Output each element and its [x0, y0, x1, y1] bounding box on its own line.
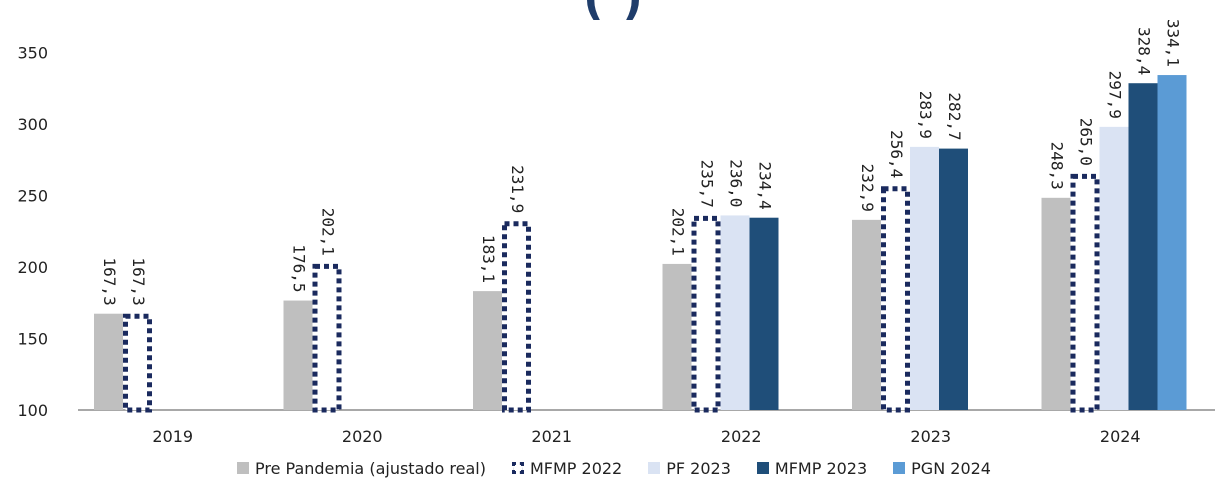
data-label: 202,1: [319, 208, 338, 256]
bar: [502, 221, 531, 413]
y-tick-label: 100: [17, 401, 48, 420]
bar: [881, 186, 910, 413]
bar: [1128, 83, 1158, 410]
bar: [1041, 197, 1071, 410]
bar: [94, 313, 123, 410]
data-label: 334,1: [1164, 19, 1183, 67]
data-label: 283,9: [916, 91, 935, 139]
data-label: 328,4: [1135, 27, 1154, 75]
data-label: 235,7: [698, 160, 717, 208]
x-tick-label: 2021: [531, 427, 572, 446]
x-tick-label: 2022: [721, 427, 762, 446]
data-label: 248,3: [1048, 142, 1067, 190]
data-label: 282,7: [945, 92, 964, 140]
data-label: 236,0: [727, 159, 746, 207]
bar: [910, 146, 939, 411]
data-label: 234,4: [756, 162, 775, 210]
legend-item: MFMP 2022: [511, 458, 623, 478]
bar: [939, 148, 968, 411]
legend-swatch: [893, 462, 906, 474]
y-tick-label: 350: [17, 43, 48, 62]
data-label: 167,3: [129, 258, 148, 306]
bar: [1070, 173, 1100, 413]
data-label: 183,1: [479, 235, 498, 283]
legend-swatch: [648, 462, 661, 474]
bar: [473, 291, 502, 410]
x-tick-label: 2020: [342, 427, 383, 446]
legend-item: MFMP 2023: [756, 458, 868, 478]
data-label: 176,5: [290, 244, 309, 292]
data-label: 297,9: [1106, 71, 1125, 119]
legend-swatch: [237, 462, 249, 474]
y-tick-label: 300: [17, 115, 48, 134]
bar: [852, 219, 881, 410]
y-tick-label: 150: [17, 329, 48, 348]
legend-swatch: [756, 462, 769, 474]
x-tick-label: 2024: [1100, 427, 1141, 446]
data-label: 232,9: [858, 164, 877, 212]
data-label: 167,3: [100, 258, 119, 306]
bar: [749, 217, 779, 410]
legend-label: PF 2023: [666, 458, 731, 478]
bar: [691, 215, 721, 413]
data-label: 231,9: [508, 165, 527, 213]
bar: [283, 300, 313, 410]
bar: [662, 263, 692, 410]
bar: [1099, 126, 1129, 410]
bar: [1157, 75, 1187, 411]
y-tick-label: 200: [17, 258, 48, 277]
bar: [123, 313, 152, 413]
chart-legend: Pre Pandemia (ajustado real) MFMP 2022 PF …: [0, 455, 1228, 481]
legend-label: PGN 2024: [911, 458, 991, 478]
legend-label: MFMP 2022: [529, 458, 623, 478]
legend-label: Pre Pandemia (ajustado real): [255, 458, 486, 478]
legend-item: Pre Pandemia (ajustado real): [237, 459, 486, 478]
legend-item: PGN 2024: [893, 459, 991, 478]
bar: [720, 215, 750, 410]
bar-chart: 100 150 200 250 300 350 2019 167,3 167,3 2020 176,…: [17, 19, 1215, 446]
chart-title-fragment: ( ): [0, 0, 1228, 25]
y-tick-label: 250: [17, 186, 48, 205]
legend-label: MFMP 2023: [774, 458, 868, 478]
bar: [312, 263, 342, 413]
legend-item: PF 2023: [648, 459, 731, 478]
legend-swatch: [511, 462, 524, 474]
data-label: 256,4: [887, 130, 906, 178]
x-tick-label: 2019: [152, 427, 193, 446]
data-label: 202,1: [669, 208, 688, 256]
data-label: 265,0: [1077, 118, 1096, 166]
x-tick-label: 2023: [910, 427, 951, 446]
